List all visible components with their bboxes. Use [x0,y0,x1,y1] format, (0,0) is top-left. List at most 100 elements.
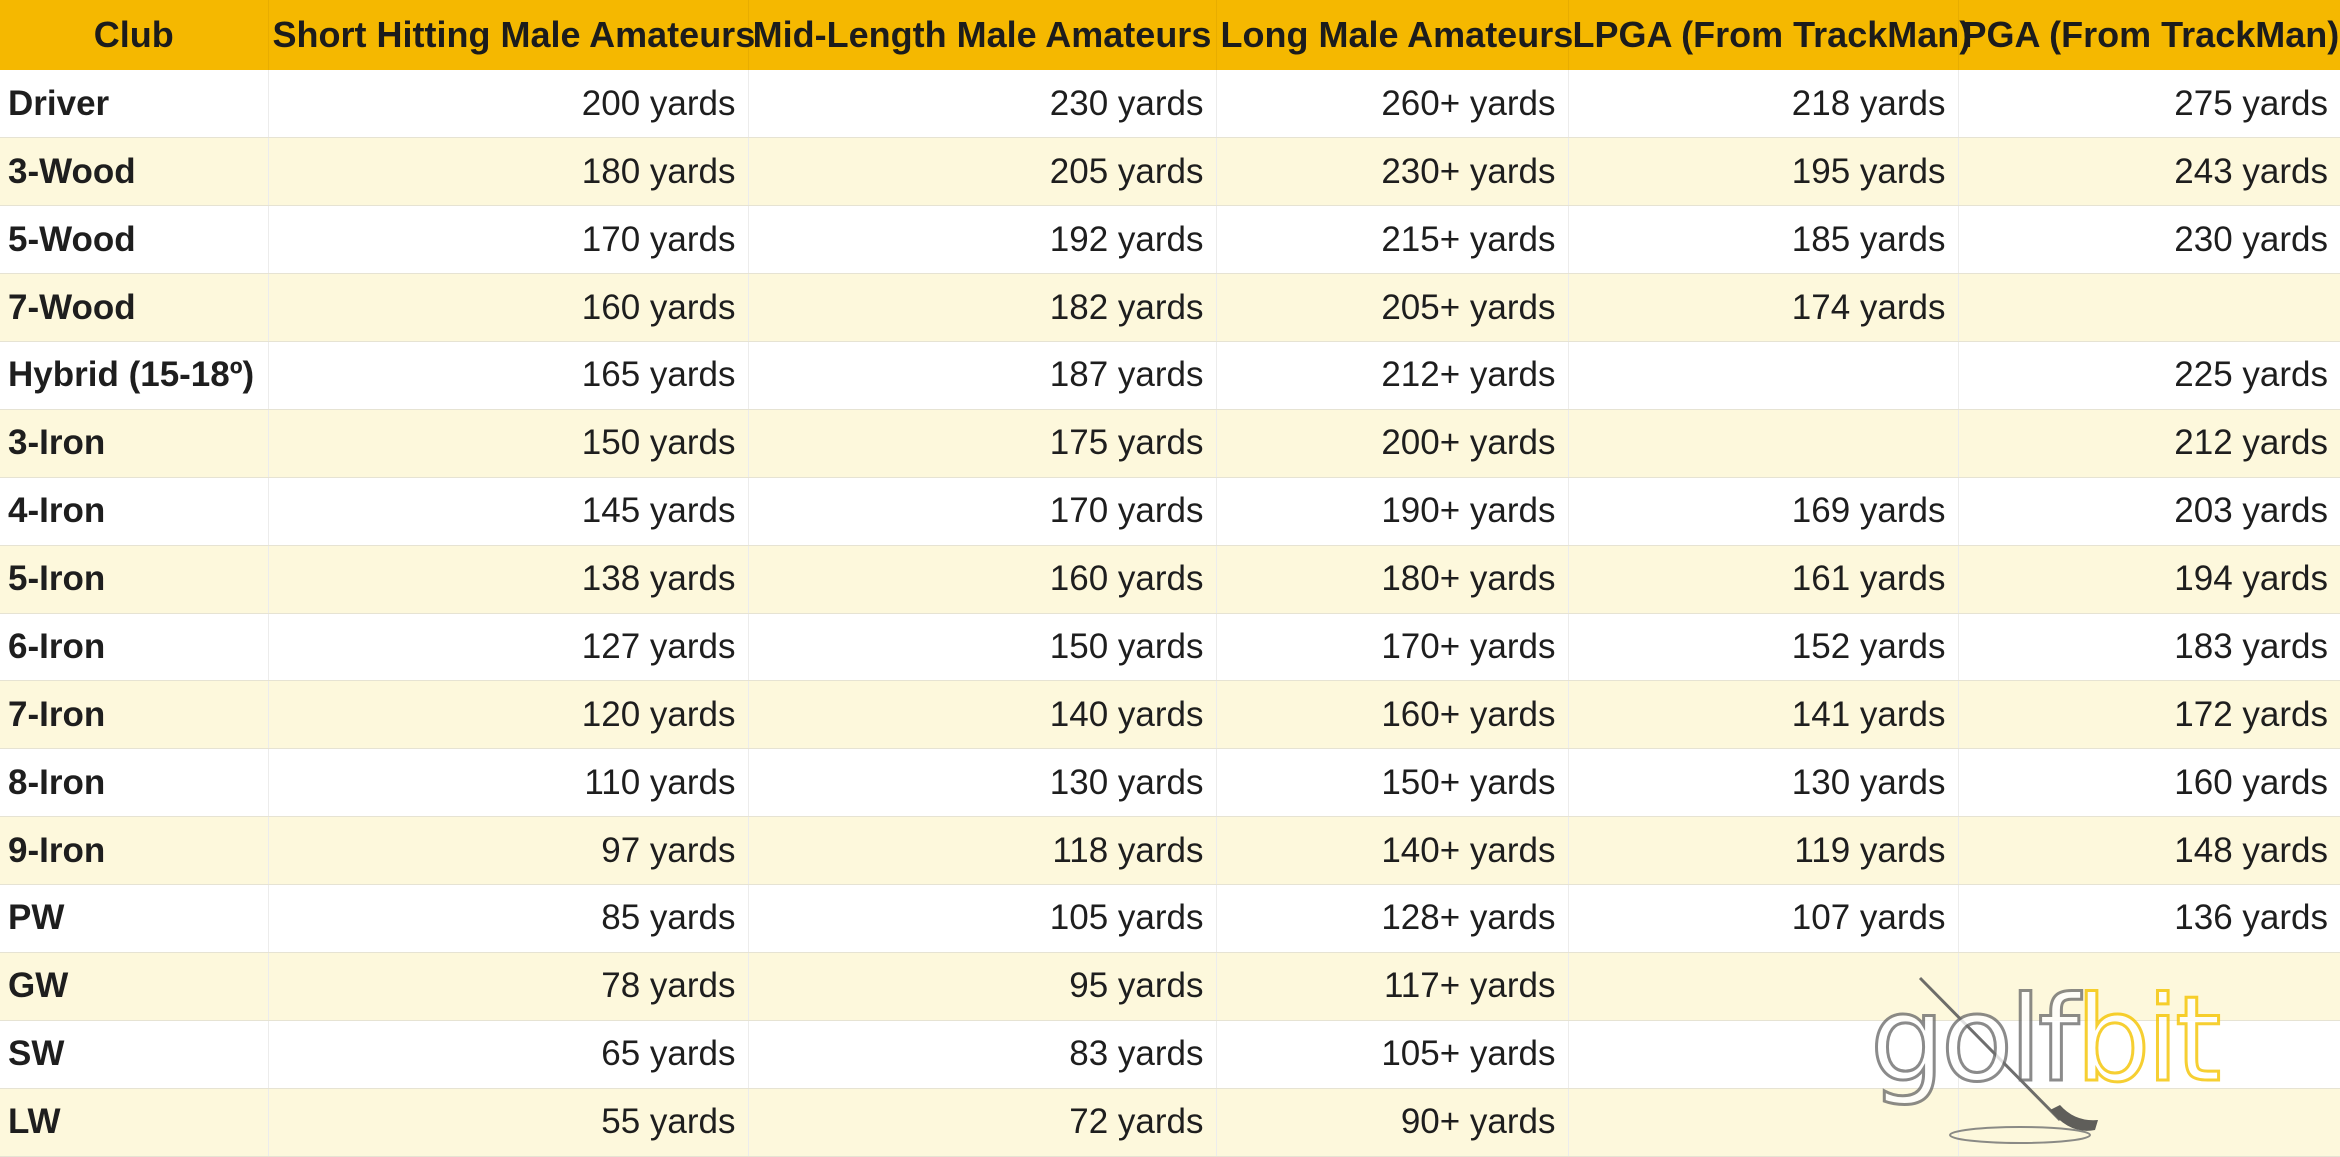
distance-cell-mid-length: 205 yards [748,137,1217,207]
club-name-cell: Driver [0,70,269,139]
club-name-cell: 6-Iron [0,613,269,682]
table-header: Club Short Hitting Male Amateurs Mid-Len… [0,0,2340,70]
distance-cell-long: 215+ yards [1216,205,1569,275]
distance-cell-pga: 136 yards [1958,884,2340,953]
distance-cell-long: 105+ yards [1216,1020,1569,1089]
club-name-cell: 5-Iron [0,545,269,614]
distance-cell-mid-length: 118 yards [748,816,1217,885]
table-row: 3-Wood 180 yards 205 yards 230+ yards 195 ya… [0,137,2340,207]
table-row: 8-Iron 110 yards 130 yards 150+ yards 130 ya… [0,748,2340,818]
club-name-cell: 3-Iron [0,409,269,478]
distance-cell-mid-length: 182 yards [748,273,1217,342]
table-row: SW 65 yards 83 yards 105+ yards [0,1020,2340,1089]
distance-cell-pga: 230 yards [1958,205,2340,275]
distance-cell-pga: 275 yards [1958,70,2340,139]
distance-cell-lpga: 161 yards [1568,545,1959,614]
distance-cell-long: 170+ yards [1216,613,1569,682]
club-name-cell: PW [0,884,269,953]
distance-cell-mid-length: 95 yards [748,952,1217,1021]
club-name-cell: 8-Iron [0,748,269,818]
club-name-cell: SW [0,1020,269,1089]
distance-cell-pga [1958,1020,2340,1089]
distance-cell-mid-length: 230 yards [748,70,1217,139]
club-name-cell: GW [0,952,269,1021]
club-name-cell: 3-Wood [0,137,269,207]
distance-cell-lpga: 119 yards [1568,816,1959,885]
table-row: 6-Iron 127 yards 150 yards 170+ yards 152 ya… [0,613,2340,682]
distance-cell-long: 150+ yards [1216,748,1569,818]
club-name-cell: 7-Iron [0,680,269,750]
distance-cell-short-hitting: 138 yards [268,545,749,614]
distance-cell-pga [1958,1088,2340,1157]
table-row: 5-Wood 170 yards 192 yards 215+ yards 185 ya… [0,205,2340,275]
distance-cell-mid-length: 130 yards [748,748,1217,818]
distance-cell-mid-length: 170 yards [748,477,1217,546]
distance-cell-short-hitting: 145 yards [268,477,749,546]
club-name-cell: LW [0,1088,269,1157]
distance-cell-pga: 212 yards [1958,409,2340,478]
distance-cell-short-hitting: 55 yards [268,1088,749,1157]
column-header-pga: PGA (From TrackMan) [1958,0,2340,70]
distance-cell-pga: 172 yards [1958,680,2340,750]
distance-cell-long: 205+ yards [1216,273,1569,342]
distance-cell-long: 200+ yards [1216,409,1569,478]
distance-cell-pga: 148 yards [1958,816,2340,885]
distance-cell-mid-length: 72 yards [748,1088,1217,1157]
distance-cell-long: 190+ yards [1216,477,1569,546]
distance-cell-lpga [1568,409,1959,478]
distance-cell-pga [1958,952,2340,1021]
distance-cell-long: 230+ yards [1216,137,1569,207]
distance-cell-pga: 194 yards [1958,545,2340,614]
club-name-cell: Hybrid (15-18º) [0,341,269,410]
table-row: GW 78 yards 95 yards 117+ yards [0,952,2340,1021]
distance-cell-short-hitting: 78 yards [268,952,749,1021]
club-name-cell: 7-Wood [0,273,269,342]
distance-cell-short-hitting: 170 yards [268,205,749,275]
table-row: Hybrid (15-18º) 165 yards 187 yards 212+ ya… [0,341,2340,410]
distance-cell-short-hitting: 110 yards [268,748,749,818]
club-name-cell: 4-Iron [0,477,269,546]
distance-cell-short-hitting: 150 yards [268,409,749,478]
distance-cell-pga: 225 yards [1958,341,2340,410]
distance-cell-lpga: 152 yards [1568,613,1959,682]
table-row: 3-Iron 150 yards 175 yards 200+ yards 212 ya… [0,409,2340,478]
club-name-cell: 5-Wood [0,205,269,275]
distance-cell-lpga: 169 yards [1568,477,1959,546]
distance-cell-long: 212+ yards [1216,341,1569,410]
distance-cell-lpga [1568,952,1959,1021]
distance-cell-lpga [1568,1088,1959,1157]
column-header-short-hitting: Short Hitting Male Amateurs [268,0,755,70]
distance-cell-lpga: 218 yards [1568,70,1959,139]
distance-cell-lpga: 141 yards [1568,680,1959,750]
column-header-lpga: LPGA (From TrackMan) [1568,0,1971,70]
distance-cell-long: 140+ yards [1216,816,1569,885]
distance-cell-long: 90+ yards [1216,1088,1569,1157]
distance-cell-lpga [1568,341,1959,410]
distance-cell-short-hitting: 180 yards [268,137,749,207]
distance-cell-long: 260+ yards [1216,70,1569,139]
distance-cell-lpga: 185 yards [1568,205,1959,275]
distance-cell-pga: 183 yards [1958,613,2340,682]
table-row: PW 85 yards 105 yards 128+ yards 107 yards 13… [0,884,2340,953]
table-body: Driver 200 yards 230 yards 260+ yards 218 ya… [0,70,2340,1157]
table-row: LW 55 yards 72 yards 90+ yards [0,1088,2340,1157]
distance-cell-short-hitting: 97 yards [268,816,749,885]
table-row: Driver 200 yards 230 yards 260+ yards 218 ya… [0,70,2340,139]
distance-cell-mid-length: 187 yards [748,341,1217,410]
distance-cell-pga: 160 yards [1958,748,2340,818]
distance-cell-mid-length: 160 yards [748,545,1217,614]
column-header-mid-length: Mid-Length Male Amateurs [748,0,1217,70]
distance-cell-short-hitting: 127 yards [268,613,749,682]
distance-cell-short-hitting: 160 yards [268,273,749,342]
header-row: Club Short Hitting Male Amateurs Mid-Len… [0,0,2340,70]
column-header-long: Long Male Amateurs [1216,0,1573,70]
distance-cell-short-hitting: 165 yards [268,341,749,410]
distance-cell-long: 128+ yards [1216,884,1569,953]
table-row: 5-Iron 138 yards 160 yards 180+ yards 161 ya… [0,545,2340,614]
distance-cell-lpga: 195 yards [1568,137,1959,207]
distance-cell-lpga [1568,1020,1959,1089]
distance-cell-pga: 203 yards [1958,477,2340,546]
distance-cell-short-hitting: 85 yards [268,884,749,953]
distance-cell-pga: 243 yards [1958,137,2340,207]
distance-cell-mid-length: 105 yards [748,884,1217,953]
